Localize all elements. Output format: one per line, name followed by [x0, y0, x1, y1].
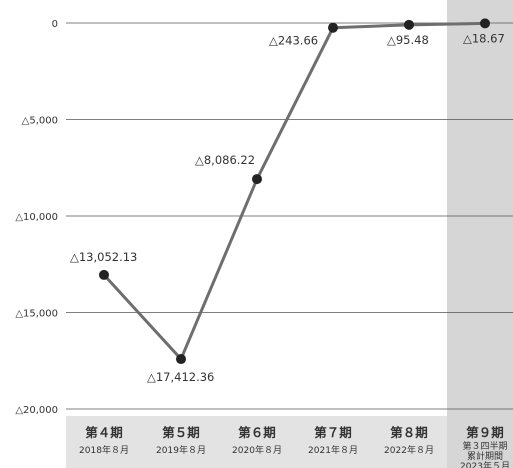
data-markers	[99, 18, 490, 365]
series-line-group	[102, 21, 486, 361]
series-line	[102, 21, 486, 361]
category-date-label: 2018年８月	[79, 444, 129, 456]
category-axis-band	[66, 416, 447, 468]
data-labels: △13,052.13 △17,412.36 △8,086.22 △243.66 △95.…	[70, 31, 505, 384]
data-point	[480, 18, 490, 29]
category-date-label: 2022年８月	[384, 444, 434, 456]
data-point	[404, 19, 414, 30]
category-date-label: 第３四半期	[462, 440, 507, 452]
y-tick-label: 0	[52, 19, 58, 30]
data-point	[176, 354, 186, 365]
data-point	[99, 269, 109, 280]
data-label: △8,086.22	[195, 153, 255, 167]
category-period-label: 第７期	[314, 425, 352, 440]
background-bands	[66, 0, 513, 468]
y-tick-label: △10,000	[15, 212, 58, 223]
data-point	[252, 174, 262, 185]
category-period-label: 第６期	[238, 425, 276, 440]
category-period-label: 第８期	[390, 425, 428, 440]
category-date-label: 2021年８月	[308, 444, 358, 456]
category-period-label: 第５期	[162, 425, 200, 440]
y-tick-label: △5,000	[22, 116, 58, 127]
highlight-band	[447, 0, 513, 468]
data-label: △13,052.13	[70, 250, 137, 264]
category-date-label: 2020年８月	[232, 444, 282, 456]
y-tick-label: △15,000	[15, 309, 58, 320]
category-date-label: 累計期間	[467, 450, 503, 462]
category-period-label: 第４期	[85, 425, 123, 440]
y-axis-tick-labels: 0 △5,000 △10,000 △15,000 △20,000	[15, 19, 58, 416]
category-date-label: 2019年８月	[156, 444, 206, 456]
y-tick-label: △20,000	[15, 405, 58, 416]
data-label: △95.48	[387, 33, 429, 47]
data-label: △18.67	[463, 31, 505, 45]
data-label: △243.66	[269, 34, 318, 48]
gridlines	[66, 22, 513, 410]
x-axis-categories: 第４期 2018年８月 第５期 2019年８月 第６期 2020年８月 第７期 2021年８月…	[79, 425, 510, 468]
data-label: △17,412.36	[147, 370, 214, 384]
data-point	[328, 22, 338, 33]
category-date-label: 2023年５月	[460, 460, 510, 468]
category-period-label: 第９期	[466, 425, 504, 440]
